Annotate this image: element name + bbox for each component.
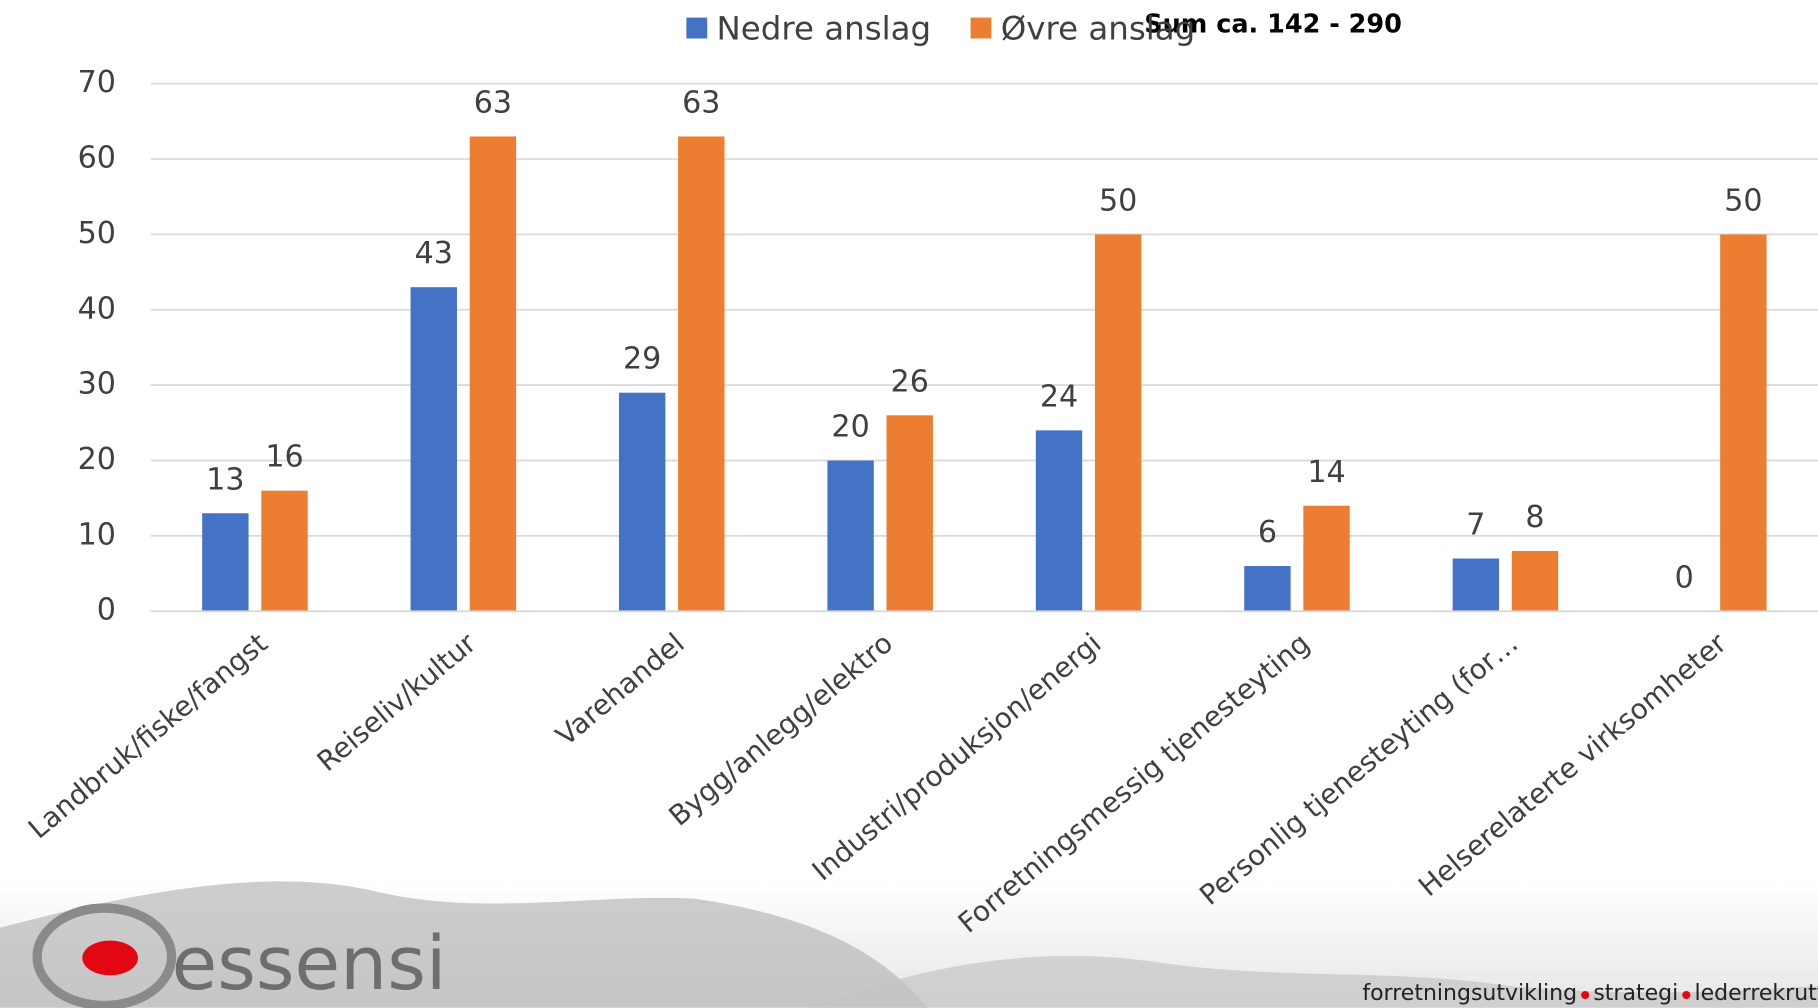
data-label: 14 (1307, 455, 1345, 490)
data-label: 50 (1099, 183, 1137, 218)
data-label: 7 (1466, 508, 1485, 543)
bar (1720, 234, 1767, 612)
tagline: strategi (1593, 981, 1678, 1006)
y-tick-label: 60 (78, 141, 116, 176)
bar (410, 287, 457, 612)
x-tick-label: Bygg/anlegg/elektro (662, 626, 899, 832)
y-tick-label: 10 (78, 517, 116, 552)
data-label: 63 (682, 85, 720, 120)
data-label: 29 (623, 342, 661, 377)
bar (827, 460, 874, 612)
y-tick-label: 30 (78, 367, 116, 402)
data-label: 20 (831, 410, 869, 445)
bar (1511, 550, 1559, 612)
bar (1094, 234, 1142, 612)
background-landscape (0, 881, 1818, 1008)
x-tick-label: Landbruk/fiske/fangst (22, 626, 274, 845)
bar (1452, 558, 1500, 612)
bar (1035, 430, 1083, 612)
tagline-dot (1682, 990, 1691, 1000)
y-tick-label: 0 (97, 593, 116, 628)
data-label: 16 (265, 440, 303, 475)
data-label: 24 (1040, 379, 1078, 414)
bar (886, 415, 933, 612)
tagline-dot (1581, 990, 1590, 1000)
y-tick-label: 50 (78, 216, 116, 251)
data-label: 6 (1258, 515, 1277, 550)
data-label: 63 (474, 85, 512, 120)
y-tick-label: 20 (78, 442, 116, 477)
bar (618, 392, 666, 612)
logo-text: essensi (172, 921, 447, 1007)
bar (1244, 566, 1291, 612)
legend-label: Nedre anslag (717, 9, 932, 47)
legend-label: Øvre anslag (1001, 9, 1196, 47)
x-tick-label: Reiseliv/kultur (311, 626, 483, 778)
bar (1303, 505, 1350, 612)
legend-swatch (970, 17, 992, 39)
bar (678, 136, 725, 612)
data-label: 50 (1724, 183, 1762, 218)
data-label: 8 (1525, 500, 1544, 535)
bar (469, 136, 517, 612)
logo-dot (82, 940, 138, 976)
legend-swatch (686, 17, 708, 39)
tagline: forretningsutvikling (1362, 981, 1577, 1006)
y-tick-label: 40 (78, 291, 116, 326)
bar (202, 513, 249, 612)
x-tick-label: Varehandel (549, 626, 690, 752)
data-label: 26 (891, 364, 929, 399)
y-tick-label: 70 (78, 65, 116, 100)
annotation: Sum ca. 142 - 290 (1144, 10, 1402, 40)
data-label: 13 (206, 462, 244, 497)
logo-ring (32, 903, 177, 1008)
data-label: 0 (1675, 560, 1694, 595)
footer: essensi forretningsutvikling strategi lede… (32, 903, 1818, 1008)
data-label: 43 (415, 236, 453, 271)
tagline: lederrekruttering (1694, 981, 1818, 1006)
bar (261, 490, 308, 612)
